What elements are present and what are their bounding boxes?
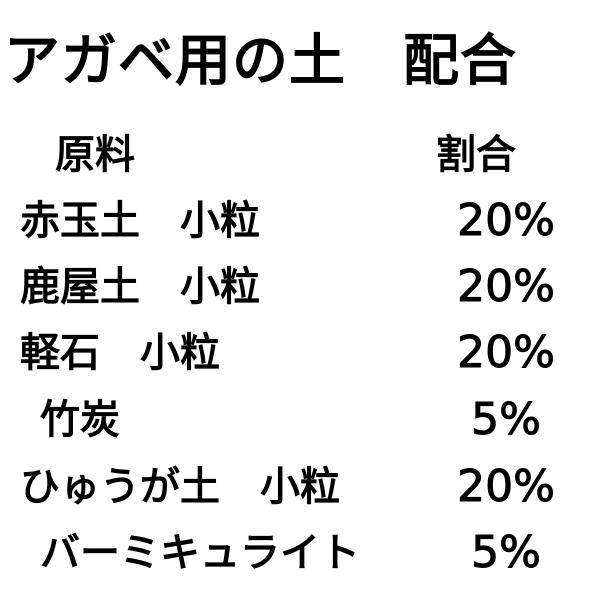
table-row: バーミキュライト 5% [0, 525, 600, 581]
row-ratio: 20% [457, 261, 556, 313]
table-row: 軽石 小粒 20% [0, 325, 600, 381]
row-material: ひゅうが土 小粒 [20, 464, 340, 510]
row-ratio: 5% [471, 394, 542, 446]
header-ratio: 割合 [436, 132, 516, 178]
row-ratio: 5% [471, 527, 542, 579]
row-material: 鹿屋土 小粒 [20, 264, 260, 310]
header-material: 原料 [55, 132, 135, 178]
row-material: 軽石 小粒 [20, 330, 220, 376]
row-ratio: 20% [457, 461, 556, 513]
table-header: 原料 割合 [0, 127, 600, 183]
table-row: ひゅうが土 小粒 20% [0, 459, 600, 515]
row-material: バーミキュライト [40, 530, 360, 576]
row-material: 竹炭 [40, 397, 120, 443]
page-title: アガベ用の土 配合 [4, 29, 517, 94]
table-row: 竹炭 5% [0, 392, 600, 448]
table-row: 赤玉土 小粒 20% [0, 193, 600, 249]
row-material: 赤玉土 小粒 [20, 198, 260, 244]
row-ratio: 20% [457, 195, 556, 247]
table-row: 鹿屋土 小粒 20% [0, 259, 600, 315]
row-ratio: 20% [457, 327, 556, 379]
